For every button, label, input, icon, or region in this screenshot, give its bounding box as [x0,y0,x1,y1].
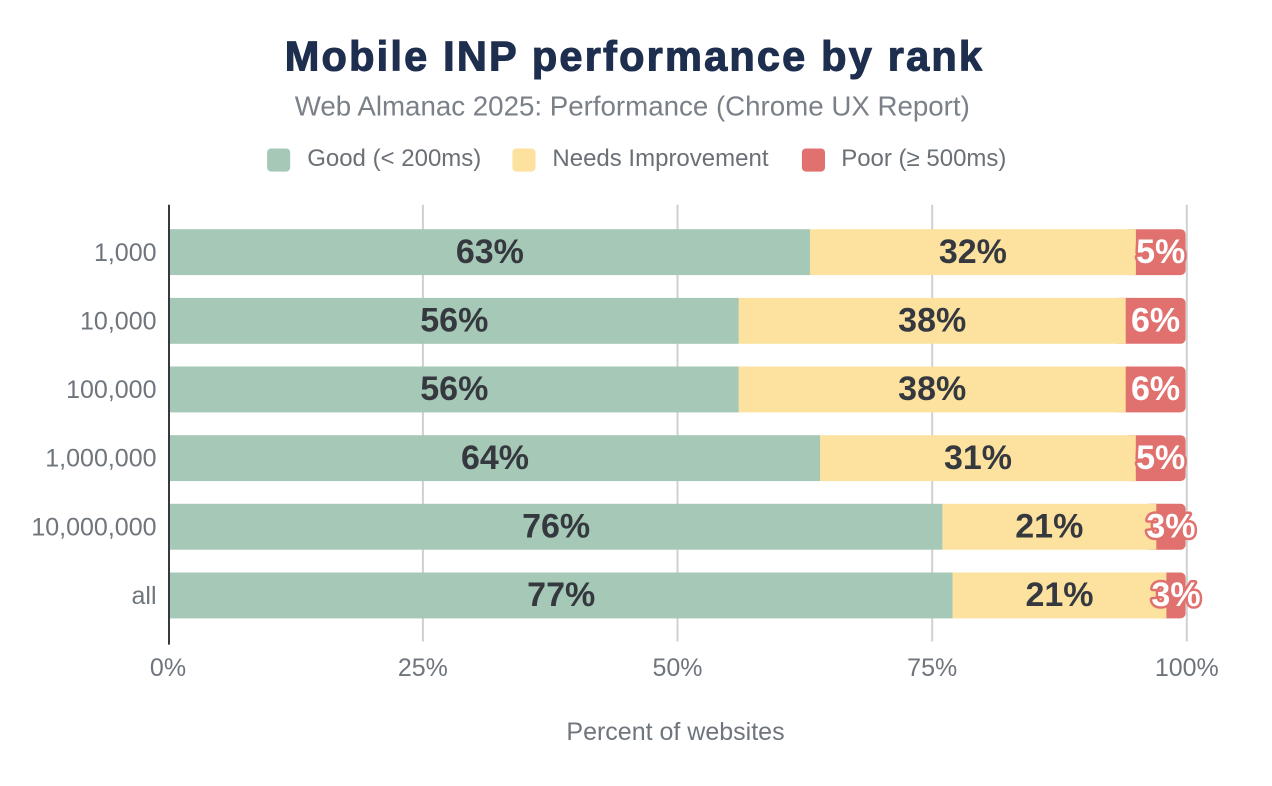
svg-text:Percent of websites: Percent of websites [566,718,784,746]
svg-text:6%: 6% [1131,370,1180,408]
svg-text:76%: 76% [522,508,590,546]
svg-text:Web Almanac 2025: Performance: Web Almanac 2025: Performance (Chrome UX… [295,91,970,122]
svg-text:all: all [131,582,156,610]
svg-text:77%: 77% [527,576,595,614]
svg-text:10,000,000: 10,000,000 [31,513,156,541]
svg-text:64%: 64% [461,439,529,477]
svg-text:38%: 38% [898,302,966,340]
svg-text:56%: 56% [420,370,488,408]
svg-text:5%: 5% [1136,233,1185,271]
svg-text:31%: 31% [944,439,1012,477]
svg-text:Good (< 200ms): Good (< 200ms) [307,145,481,172]
svg-text:100%: 100% [1155,654,1219,682]
svg-text:3%: 3% [1151,576,1200,614]
svg-text:6%: 6% [1131,302,1180,340]
svg-text:50%: 50% [652,654,702,682]
svg-text:56%: 56% [420,302,488,340]
svg-text:100,000: 100,000 [66,376,156,404]
svg-text:25%: 25% [398,654,448,682]
svg-text:Needs Improvement: Needs Improvement [552,145,768,172]
svg-text:Poor (≥ 500ms): Poor (≥ 500ms) [841,145,1006,172]
svg-text:0%: 0% [150,654,186,682]
svg-text:63%: 63% [456,233,524,271]
svg-text:38%: 38% [898,370,966,408]
svg-text:Mobile INP performance by rank: Mobile INP performance by rank [285,33,984,80]
svg-text:75%: 75% [907,654,957,682]
svg-text:21%: 21% [1025,576,1093,614]
svg-text:1,000: 1,000 [94,239,157,267]
svg-text:10,000: 10,000 [80,307,156,335]
svg-text:1,000,000: 1,000,000 [45,445,156,473]
svg-text:21%: 21% [1015,508,1083,546]
svg-text:32%: 32% [939,233,1007,271]
svg-text:5%: 5% [1136,439,1185,477]
svg-text:3%: 3% [1146,508,1195,546]
